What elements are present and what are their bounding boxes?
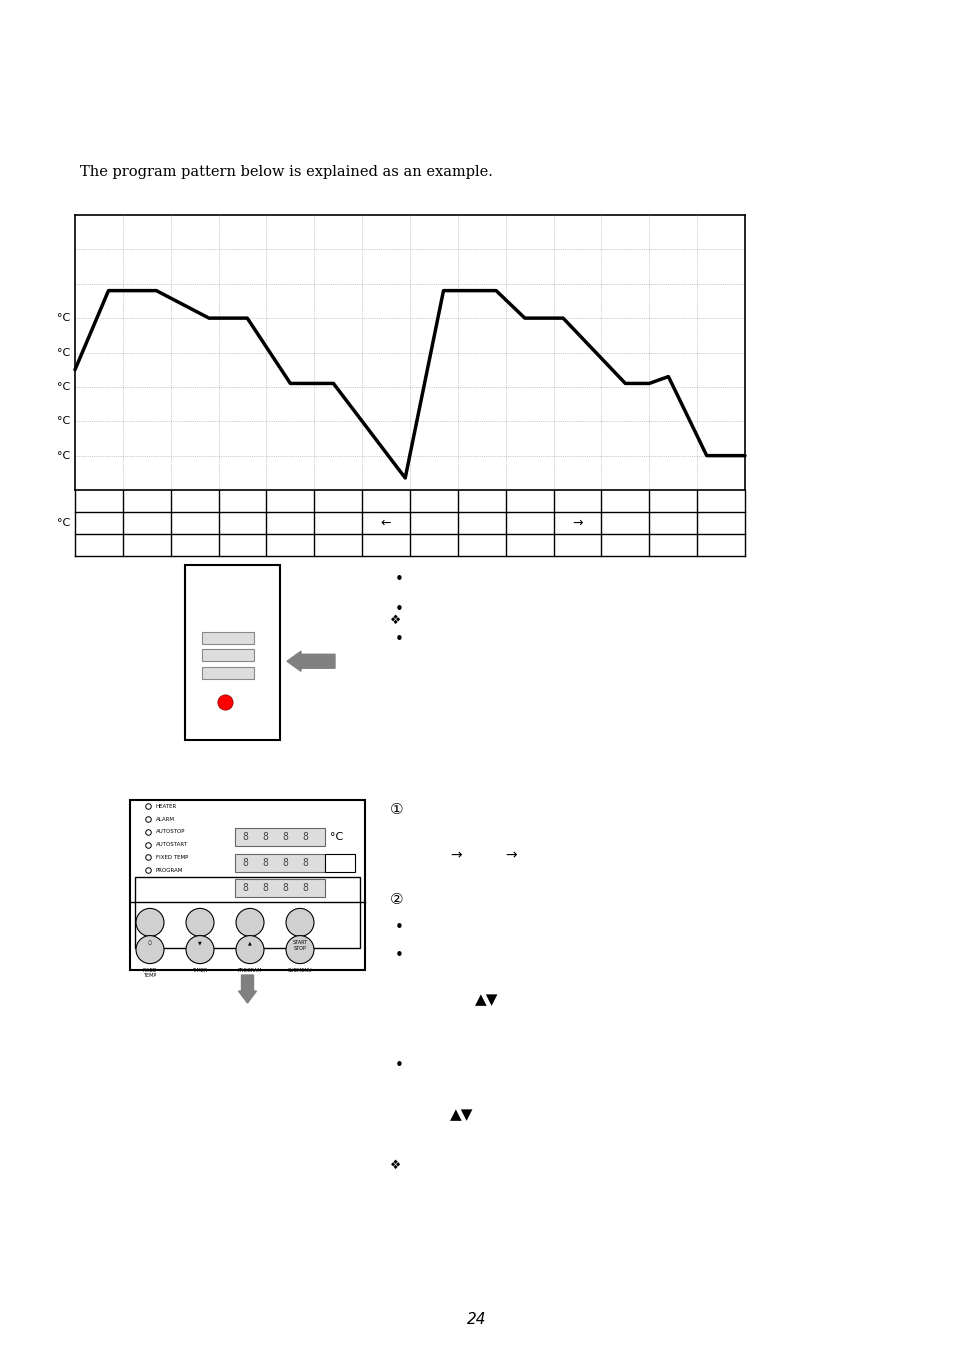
Text: •: • (395, 921, 403, 936)
Text: °C: °C (56, 382, 70, 391)
Text: →: → (504, 848, 517, 863)
Bar (185, 566, 280, 740)
Circle shape (235, 936, 264, 964)
Bar (202, 649, 254, 662)
Text: ①: ① (390, 802, 403, 818)
Text: ▲▼: ▲▼ (450, 1107, 473, 1122)
Text: •: • (395, 572, 403, 587)
Text: ▼: ▼ (198, 941, 202, 945)
Bar (202, 667, 254, 679)
Text: TIMER: TIMER (193, 968, 208, 972)
Circle shape (186, 909, 213, 937)
Circle shape (136, 936, 164, 964)
Text: ②: ② (390, 892, 403, 907)
Text: FIXED TEMP: FIXED TEMP (156, 855, 188, 860)
Text: AUTOSTART: AUTOSTART (156, 842, 188, 848)
Text: 8: 8 (242, 833, 248, 842)
Circle shape (286, 909, 314, 937)
Text: ←: ← (380, 517, 391, 529)
Text: •: • (395, 1057, 403, 1072)
Text: 8: 8 (302, 833, 308, 842)
Text: →: → (572, 517, 582, 529)
Text: 8: 8 (262, 857, 268, 868)
Text: 8: 8 (242, 857, 248, 868)
Circle shape (186, 936, 213, 964)
Text: HEATER: HEATER (156, 803, 177, 809)
Text: The program pattern below is explained as an example.: The program pattern below is explained a… (80, 165, 493, 180)
Text: •: • (395, 602, 403, 617)
Circle shape (136, 909, 164, 937)
Text: °C: °C (56, 518, 70, 528)
Text: °C: °C (330, 833, 343, 842)
Text: °C: °C (56, 313, 70, 323)
Text: 8: 8 (282, 857, 288, 868)
Text: •: • (395, 633, 403, 648)
Circle shape (286, 936, 314, 964)
Text: 8: 8 (282, 883, 288, 894)
Bar (234, 829, 325, 846)
Text: START
STOP: START STOP (293, 941, 307, 952)
Text: ❖: ❖ (390, 613, 401, 626)
Text: SUBMENU: SUBMENU (288, 968, 312, 972)
Text: ❖: ❖ (390, 1158, 401, 1172)
Bar (130, 801, 365, 971)
Text: ▲▼: ▲▼ (475, 992, 498, 1007)
Text: ○: ○ (148, 941, 152, 945)
Text: 8: 8 (302, 883, 308, 894)
Text: 8: 8 (242, 883, 248, 894)
Text: 8: 8 (282, 833, 288, 842)
Bar (325, 855, 355, 872)
Text: °C: °C (56, 451, 70, 460)
Bar (234, 855, 325, 872)
Text: 8: 8 (262, 833, 268, 842)
FancyArrow shape (238, 975, 256, 1003)
Text: →: → (450, 848, 461, 863)
Bar (234, 879, 325, 898)
Text: °C: °C (56, 416, 70, 427)
Circle shape (235, 909, 264, 937)
Text: FIXED
TEMP: FIXED TEMP (143, 968, 157, 979)
Text: PROGRAM: PROGRAM (237, 968, 262, 972)
Text: 8: 8 (302, 857, 308, 868)
Text: °C: °C (56, 347, 70, 358)
Text: 24: 24 (467, 1312, 486, 1327)
Text: AUTOSTOP: AUTOSTOP (156, 829, 185, 834)
Text: ▲: ▲ (248, 941, 252, 945)
FancyArrow shape (287, 651, 335, 671)
Bar (135, 876, 359, 948)
Text: 8: 8 (262, 883, 268, 894)
Text: ALARM: ALARM (156, 817, 174, 822)
Bar (202, 632, 254, 644)
Text: PROGRAM: PROGRAM (156, 868, 183, 872)
Text: •: • (395, 948, 403, 963)
